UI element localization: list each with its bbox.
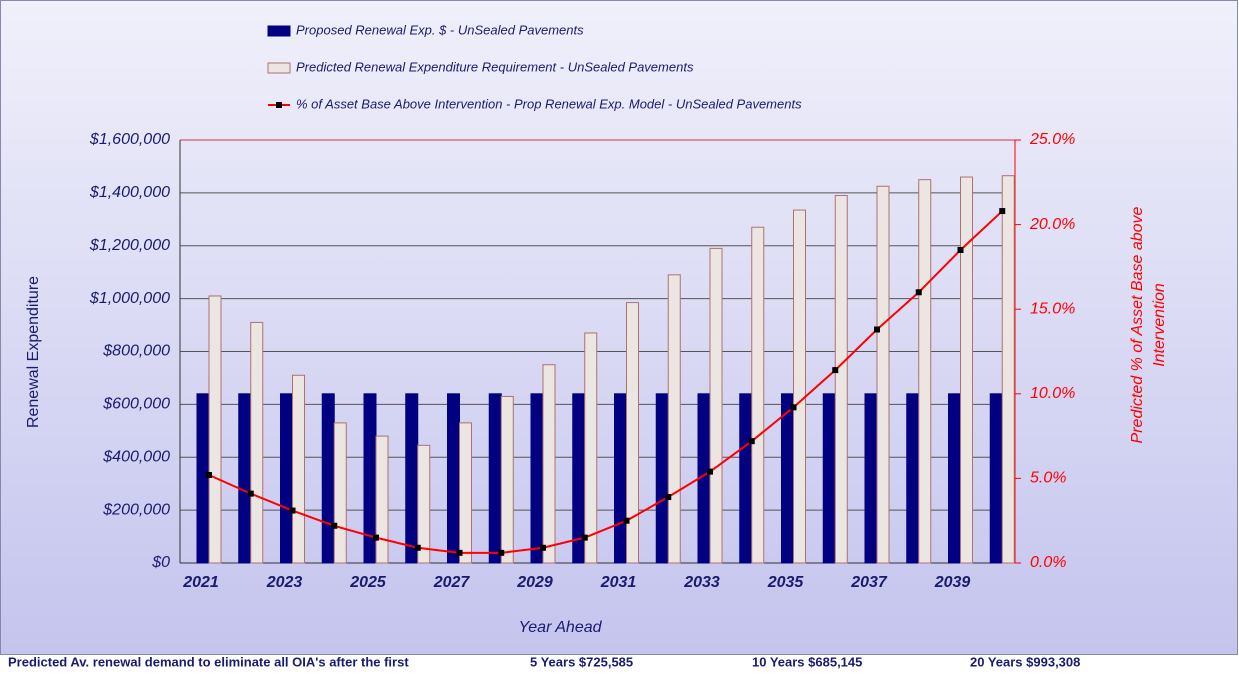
bar [906, 393, 920, 564]
bar [918, 179, 932, 564]
line-marker [915, 289, 922, 296]
bar [584, 332, 598, 564]
bar [321, 393, 335, 564]
line-marker [790, 404, 797, 411]
bar [960, 176, 973, 564]
line-marker [373, 534, 379, 541]
bar [751, 226, 765, 564]
footer-text: 10 Years $685,145 [752, 654, 862, 669]
line [208, 210, 1003, 554]
x-tick-label: 2021 [182, 574, 219, 591]
y-tick-label: $1,600,000 [89, 131, 170, 148]
line-marker [456, 549, 463, 556]
line-marker [498, 549, 505, 556]
bar [250, 321, 264, 564]
line-marker [707, 468, 713, 475]
line-marker [331, 522, 338, 529]
footer-text: Predicted Av. renewal demand to eliminat… [8, 654, 409, 669]
bar [667, 274, 681, 564]
y2-axis-title: Predicted % of Asset Base above [1129, 206, 1146, 443]
bar [238, 393, 252, 564]
legend-label: % of Asset Base Above Intervention - Pro… [296, 96, 802, 111]
y2-tick-label: 15.0% [1030, 300, 1075, 317]
y2-tick-label: 5.0% [1030, 470, 1066, 487]
legend-swatch [267, 25, 291, 37]
bar [280, 393, 293, 564]
bar [196, 393, 210, 564]
bar [417, 444, 431, 564]
bar [739, 393, 753, 564]
bar [709, 247, 723, 564]
y-tick-label: $200,000 [102, 501, 170, 518]
bar [500, 395, 514, 564]
x-tick-label: 2035 [767, 574, 805, 591]
y-tick-label: $1,200,000 [89, 237, 170, 254]
bar [292, 374, 305, 564]
line-marker [748, 438, 755, 445]
legend-label: Proposed Renewal Exp. $ - UnSealed Pavem… [296, 22, 584, 37]
bar [781, 393, 794, 564]
x-tick-label: 2029 [516, 574, 553, 591]
x-tick-label: 2025 [349, 574, 387, 591]
x-tick-label: 2027 [433, 574, 471, 591]
bar [542, 364, 556, 564]
x-tick-label: 2023 [266, 574, 303, 591]
x-tick-label: 2033 [683, 574, 720, 591]
bar [876, 185, 890, 564]
line-marker [540, 544, 546, 551]
y2-tick-label: 25.0% [1029, 131, 1075, 148]
y-tick-label: $600,000 [102, 396, 170, 413]
bar [208, 295, 222, 564]
bar [614, 393, 627, 564]
bar [447, 393, 460, 564]
y2-tick-label: 20.0% [1029, 216, 1075, 233]
line-marker [247, 490, 254, 497]
y-tick-label: $0 [151, 554, 170, 571]
y-tick-label: $1,400,000 [89, 184, 170, 201]
bar [822, 393, 836, 564]
bar [626, 302, 639, 564]
bar [655, 393, 669, 564]
bar [1001, 175, 1015, 564]
footer-text: 20 Years $993,308 [970, 654, 1080, 669]
line-marker [999, 208, 1006, 215]
x-tick-label: 2037 [850, 574, 888, 591]
line-marker [832, 367, 839, 374]
bar [488, 393, 502, 564]
y-axis-title: Renewal Expenditure [25, 276, 42, 428]
legend-swatch [276, 102, 282, 108]
y-tick-label: $800,000 [102, 343, 170, 360]
y2-axis-title: Intervention [1151, 283, 1168, 367]
x-tick-label: 2031 [600, 574, 637, 591]
legend-label: Predicted Renewal Expenditure Requiremen… [296, 59, 694, 74]
bar [793, 209, 806, 564]
legend-swatch [267, 62, 291, 74]
bar [530, 393, 544, 564]
bar [989, 393, 1003, 564]
line-marker [874, 326, 880, 333]
x-axis-title: Year Ahead [518, 619, 602, 636]
line-marker [289, 507, 296, 514]
line-marker [206, 472, 212, 479]
line-marker [665, 494, 672, 501]
bar [405, 393, 419, 564]
y-tick-label: $1,000,000 [89, 290, 170, 307]
bar [834, 195, 848, 564]
bar [948, 393, 961, 564]
bar [864, 393, 878, 564]
line-marker [957, 246, 964, 253]
y2-tick-label: 10.0% [1030, 385, 1075, 402]
bar [459, 422, 472, 564]
y2-tick-label: 0.0% [1030, 554, 1066, 571]
y-tick-label: $400,000 [102, 448, 170, 465]
line-marker [414, 544, 421, 551]
footer-text: 5 Years $725,585 [530, 654, 633, 669]
bar [375, 435, 389, 564]
line-marker [581, 534, 588, 541]
line-marker [623, 517, 630, 524]
bar [333, 422, 347, 564]
x-tick-label: 2039 [934, 574, 971, 591]
